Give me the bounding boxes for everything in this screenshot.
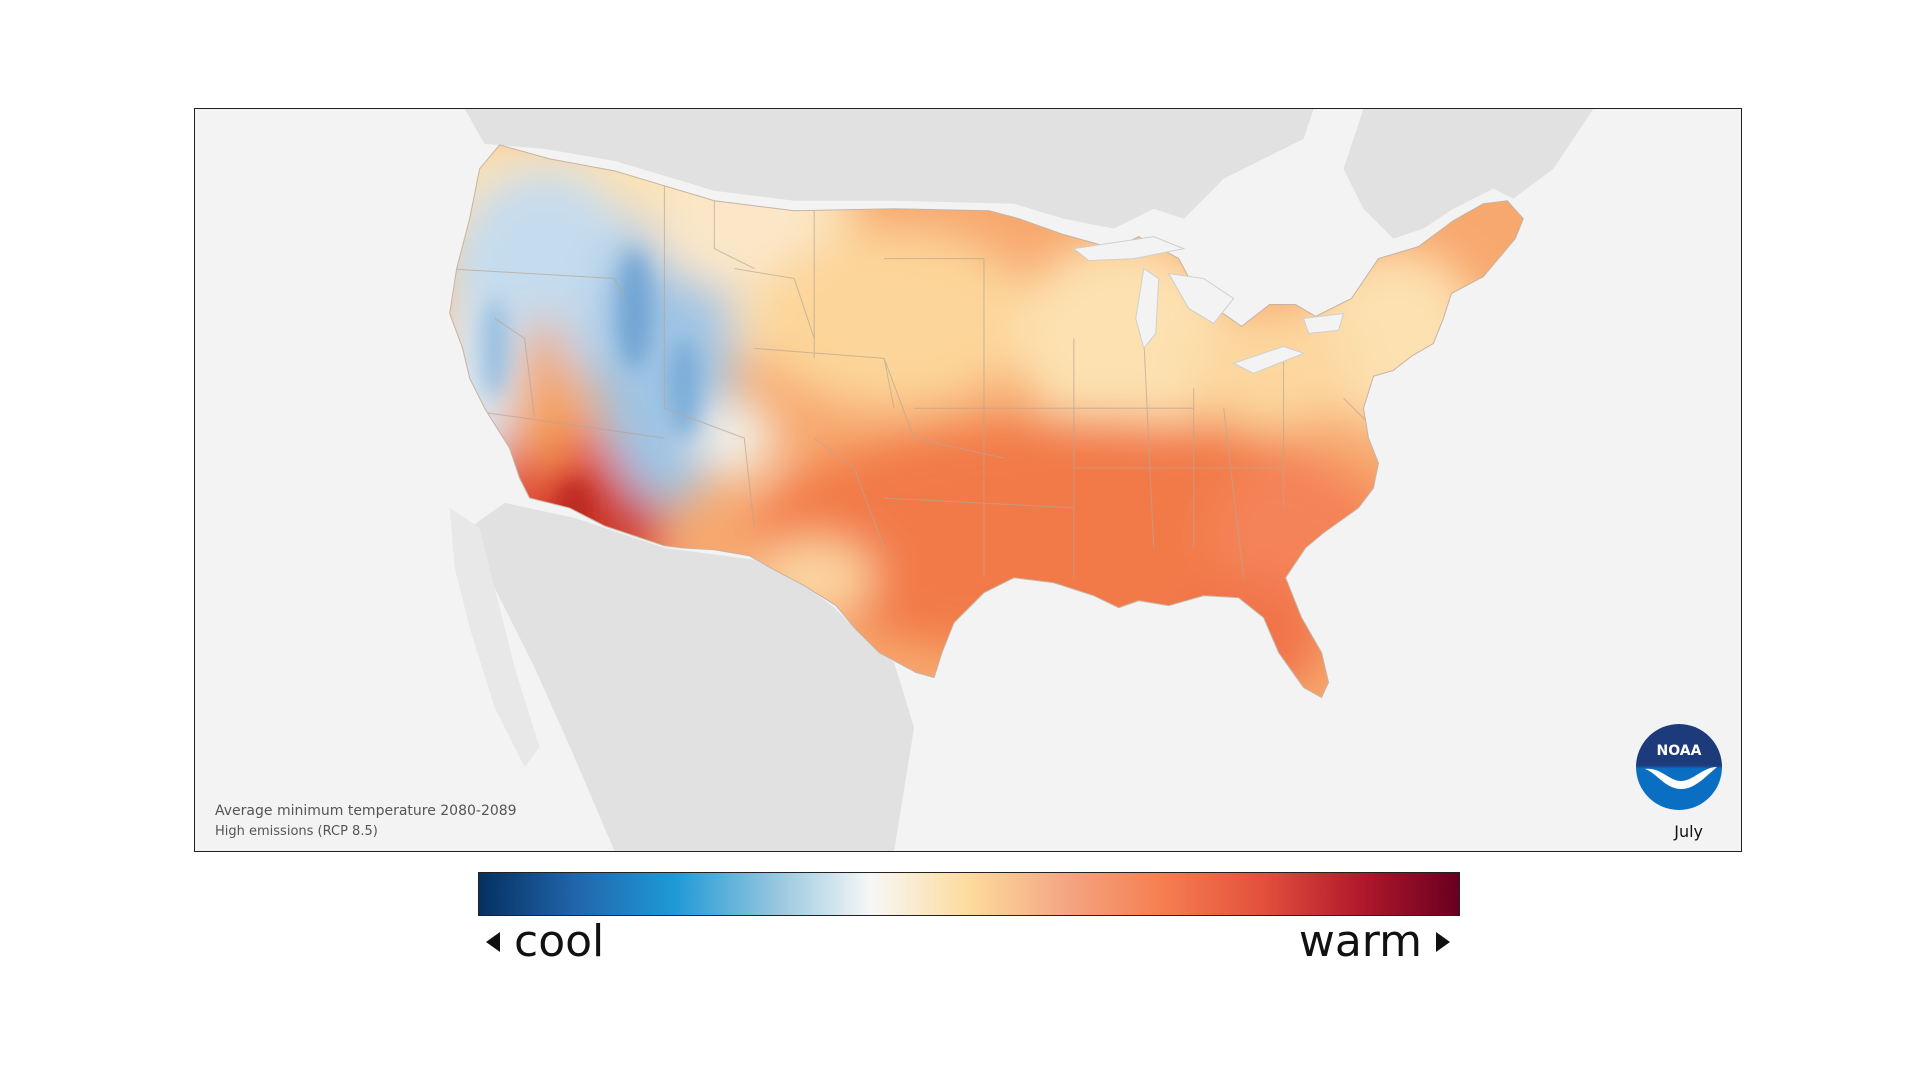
right-arrow-icon — [1436, 932, 1450, 952]
legend-cool-label: cool — [514, 916, 605, 967]
month-label: July — [1674, 822, 1703, 841]
map-caption-title: Average minimum temperature 2080-2089 — [215, 803, 517, 819]
map-panel: Average minimum temperature 2080-2089 Hi… — [194, 108, 1742, 852]
great-lakes — [1072, 236, 1345, 374]
canada-east-land — [1343, 109, 1594, 239]
map-caption-subtitle: High emissions (RCP 8.5) — [215, 824, 378, 839]
us-outline — [449, 144, 1524, 699]
canada-land — [444, 109, 1314, 229]
color-scale-bar — [478, 872, 1460, 916]
left-arrow-icon — [486, 932, 500, 952]
legend-warm: warm — [1299, 912, 1450, 972]
noaa-logo-icon: NOAA — [1636, 724, 1722, 810]
baja-land — [449, 507, 540, 768]
mexico-land — [469, 502, 915, 851]
noaa-logo-text: NOAA — [1657, 743, 1702, 759]
legend-cool: cool — [486, 912, 604, 972]
temperature-map — [444, 109, 1594, 851]
legend-warm-label: warm — [1298, 916, 1422, 967]
